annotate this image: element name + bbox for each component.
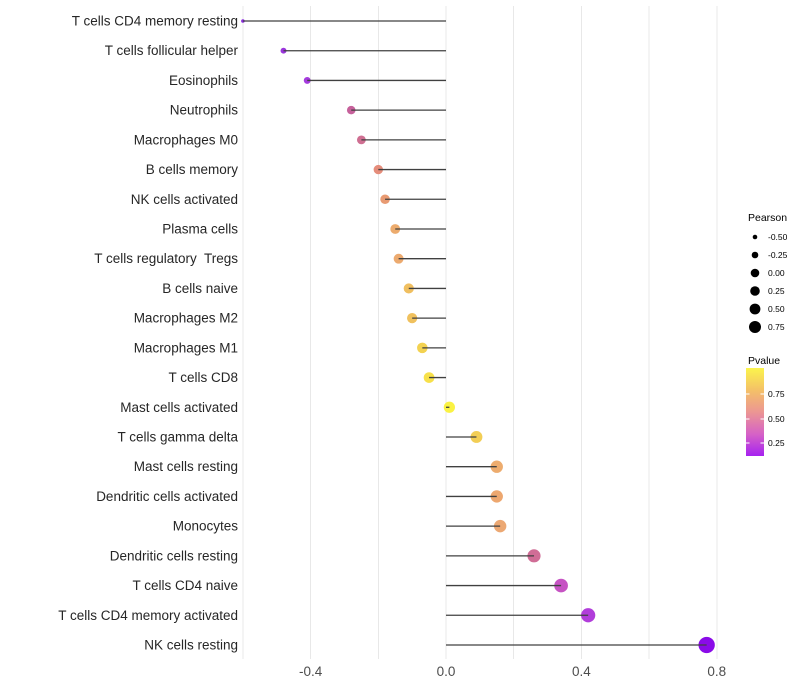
x-axis-tick-label: -0.4 bbox=[299, 664, 323, 679]
legend-size-title: Pearson bbox=[748, 212, 787, 224]
legend-color-label: 0.75 bbox=[768, 389, 785, 399]
y-axis-label: T cells CD4 naive bbox=[132, 578, 238, 593]
legend-color-bar bbox=[746, 368, 764, 456]
legend-size-dot bbox=[752, 234, 758, 240]
y-axis-label: Plasma cells bbox=[162, 221, 238, 236]
lollipop-dot bbox=[407, 312, 418, 324]
legend-color-label: 0.25 bbox=[768, 438, 785, 448]
legend-size-label: -0.25 bbox=[768, 250, 788, 260]
y-axis-label: Mast cells activated bbox=[120, 400, 238, 415]
y-axis-label: T cells gamma delta bbox=[117, 429, 238, 444]
y-axis-label: Eosinophils bbox=[169, 73, 238, 88]
y-axis-label: T cells regulatory Tregs bbox=[94, 251, 238, 266]
x-axis-tick-label: 0.0 bbox=[437, 664, 456, 679]
y-axis-label: B cells memory bbox=[146, 162, 239, 177]
y-axis-label: T cells follicular helper bbox=[105, 43, 239, 58]
y-axis-label: T cells CD8 bbox=[168, 370, 238, 385]
legend-size-dot bbox=[751, 251, 759, 259]
y-axis-label: Dendritic cells activated bbox=[96, 489, 238, 504]
lollipop-dot bbox=[346, 105, 356, 115]
y-axis-label: Neutrophils bbox=[170, 103, 239, 118]
y-axis-label: Macrophages M1 bbox=[134, 340, 238, 355]
legend-size-label: -0.50 bbox=[768, 232, 788, 242]
y-axis-label: B cells naive bbox=[162, 281, 238, 296]
y-axis-label: NK cells activated bbox=[131, 192, 238, 207]
legend-size-label: 0.75 bbox=[768, 322, 785, 332]
legend-size-dot bbox=[750, 286, 760, 296]
legend-size-label: 0.50 bbox=[768, 304, 785, 314]
y-axis-label: Mast cells resting bbox=[134, 459, 238, 474]
legend-size-dot bbox=[749, 321, 761, 333]
legend-size-label: 0.25 bbox=[768, 286, 785, 296]
y-axis-label: T cells CD4 memory resting bbox=[72, 14, 238, 29]
legend-size-label: 0.00 bbox=[768, 268, 785, 278]
legend-color-label: 0.50 bbox=[768, 414, 785, 424]
lollipop-dot bbox=[581, 608, 596, 623]
y-axis-label: Macrophages M0 bbox=[134, 132, 238, 147]
legend-size-dot bbox=[750, 268, 760, 278]
y-axis-label: NK cells resting bbox=[144, 637, 238, 652]
x-axis-tick-label: 0.8 bbox=[707, 664, 726, 679]
legend-size-dot bbox=[749, 303, 761, 315]
x-axis-tick-label: 0.4 bbox=[572, 664, 591, 679]
y-axis-label: T cells CD4 memory activated bbox=[58, 608, 238, 623]
y-axis-label: Dendritic cells resting bbox=[110, 548, 238, 563]
legend-color-title: Pvalue bbox=[748, 355, 780, 367]
y-axis-label: Macrophages M2 bbox=[134, 311, 238, 326]
y-axis-label: Monocytes bbox=[173, 519, 239, 534]
